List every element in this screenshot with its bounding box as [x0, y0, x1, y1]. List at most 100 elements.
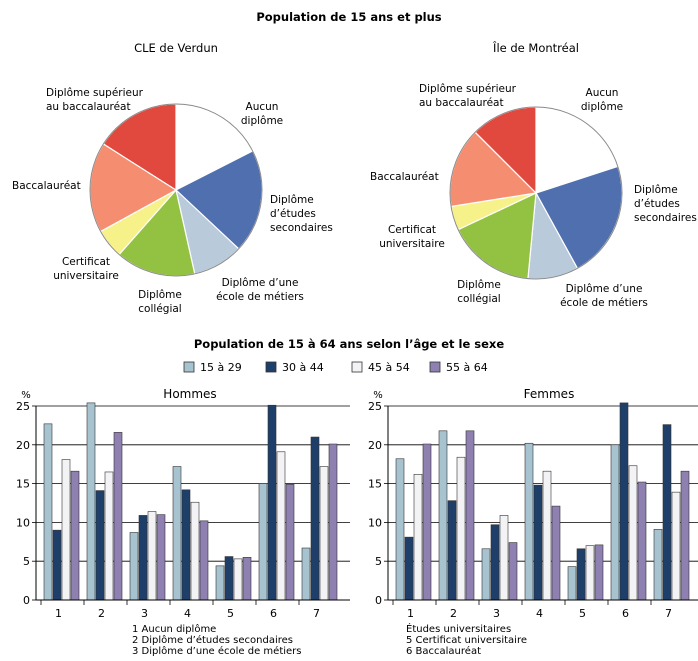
x-tick-label: 6	[270, 607, 277, 620]
x-tick-label: 2	[98, 607, 105, 620]
pie-title: CLE de Verdun	[134, 41, 218, 55]
bar-s3044-cat-1	[404, 536, 414, 601]
y-tick-label: 0	[375, 594, 382, 607]
legend-label: 15 à 29	[200, 361, 242, 374]
y-tick-label: 10	[16, 516, 30, 529]
bar-s5564-cat-4	[199, 520, 209, 601]
note-right: 5 Certificat universitaire	[406, 635, 527, 646]
legend-swatch	[429, 361, 441, 373]
pie-label-certificat: Certificat	[388, 224, 436, 236]
pie-label-certificat: universitaire	[53, 270, 119, 282]
bar-s1529-cat-7	[653, 529, 663, 601]
legend-item-s5564: 55 à 64	[429, 361, 488, 374]
x-tick-label: 1	[55, 607, 62, 620]
bar-s4554-cat-7	[319, 466, 329, 601]
bar-chart-title: Femmes	[524, 387, 575, 401]
pie-label-superieur: au baccalauréat	[46, 101, 131, 113]
pie-label-secondaire: d’études	[634, 198, 680, 210]
y-tick-label: 20	[368, 439, 382, 452]
pie-label-metiers: école de métiers	[216, 291, 304, 303]
legend-label: 55 à 64	[446, 361, 488, 374]
pie-label-bac: Baccalauréat	[370, 171, 439, 183]
bar-s4554-cat-3	[147, 511, 157, 601]
x-tick-label: 7	[313, 607, 320, 620]
note-left: 3 Diplôme d’une école de métiers	[132, 645, 302, 656]
pie-label-superieur: Diplôme supérieur	[46, 87, 144, 99]
y-tick-label: 15	[16, 478, 30, 491]
y-tick-label: 15	[368, 478, 382, 491]
pie-label-metiers: Diplôme d’une	[566, 283, 643, 295]
bar-s1529-cat-1	[43, 423, 53, 601]
bar-s5564-cat-7	[328, 443, 338, 601]
bar-s4554-cat-1	[61, 459, 71, 601]
bar-s3044-cat-6	[267, 404, 277, 601]
pie-label-secondaire: secondaires	[634, 212, 697, 224]
y-axis-label: %	[21, 390, 31, 401]
bar-s3044-cat-3	[138, 515, 148, 601]
pie-chart-1: CLE de Verdun Aucun diplôme Diplôme d’études…	[12, 41, 333, 315]
pie-label-collegial: collégial	[457, 293, 500, 305]
bar-s3044-cat-3	[490, 524, 500, 601]
bar-s1529-cat-6	[258, 483, 268, 601]
bar-s1529-cat-1	[395, 458, 405, 601]
pie-label-superieur: Diplôme supérieur	[419, 83, 517, 95]
x-tick-label: 4	[536, 607, 543, 620]
pie-label-certificat: universitaire	[379, 238, 445, 250]
bar-s5564-cat-6	[285, 484, 295, 601]
pie-label-collegial: Diplôme	[457, 279, 501, 291]
bar-s5564-cat-2	[465, 430, 475, 601]
bar-s4554-cat-2	[456, 456, 466, 601]
pie-label-bac: Baccalauréat	[12, 180, 81, 192]
bar-s1529-cat-5	[215, 565, 225, 601]
pie-label-certificat: Certificat	[62, 256, 110, 268]
bar-s4554-cat-3	[499, 515, 509, 601]
legend-label: 30 à 44	[282, 361, 324, 374]
bar-s1529-cat-3	[481, 548, 491, 601]
legend-swatch	[183, 361, 195, 373]
bar-s1529-cat-4	[524, 442, 534, 601]
bar-s3044-cat-2	[447, 500, 457, 601]
bar-s5564-cat-1	[422, 443, 432, 601]
pie-label-aucun: Aucun	[586, 87, 619, 99]
bar-s3044-cat-4	[181, 489, 191, 601]
pie-outline	[449, 106, 623, 280]
legend-swatch	[351, 361, 363, 373]
y-tick-label: 25	[16, 400, 30, 413]
bar-s5564-cat-3	[508, 542, 518, 601]
bar-s4554-cat-1	[413, 473, 423, 601]
legend-item-s3044: 30 à 44	[265, 361, 324, 374]
pie-label-aucun: diplôme	[581, 101, 623, 113]
bar-s5564-cat-2	[113, 432, 123, 601]
bar-chart-hommes: 0 5 10 15 20 25% Hommes 1 2 3 4 5 6 7	[16, 387, 350, 620]
legend-item-s1529: 15 à 29	[183, 361, 242, 374]
bar-s4554-cat-7	[671, 491, 681, 601]
legend-label: 45 à 54	[368, 361, 410, 374]
bar-s1529-cat-6	[610, 444, 620, 601]
y-tick-label: 20	[16, 439, 30, 452]
bar-s5564-cat-4	[551, 505, 561, 601]
pie-label-secondaire: Diplôme	[634, 184, 678, 196]
bar-s1529-cat-2	[86, 402, 96, 601]
x-tick-label: 5	[579, 607, 586, 620]
y-axis-label: %	[373, 390, 383, 401]
bar-s3044-cat-1	[52, 529, 62, 601]
pie-charts: CLE de Verdun Aucun diplôme Diplôme d’études…	[12, 40, 697, 315]
bar-s3044-cat-7	[310, 436, 320, 601]
bar-s3044-cat-5	[224, 556, 234, 601]
pie-title: Île de Montréal	[492, 40, 579, 55]
y-tick-label: 25	[368, 400, 382, 413]
pie-label-aucun: diplôme	[241, 115, 283, 127]
pie-label-metiers: école de métiers	[560, 297, 648, 309]
bar-s5564-cat-6	[637, 481, 647, 601]
bar-s5564-cat-1	[70, 470, 80, 601]
x-tick-label: 7	[665, 607, 672, 620]
bar-s4554-cat-6	[276, 451, 286, 601]
bar-s1529-cat-7	[301, 547, 311, 601]
pie-label-collegial: Diplôme	[138, 289, 182, 301]
pie-label-superieur: au baccalauréat	[419, 97, 504, 109]
legend-swatch	[265, 361, 277, 373]
y-tick-label: 10	[368, 516, 382, 529]
